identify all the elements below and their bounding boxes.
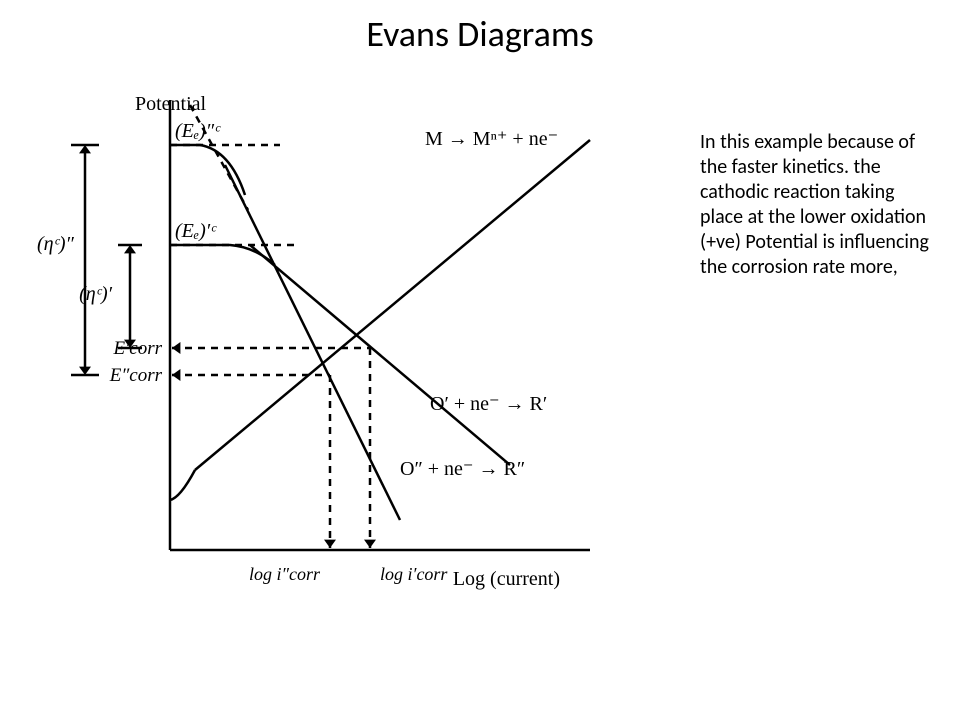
svg-text:O′ + ne⁻ → R′: O′ + ne⁻ → R′ bbox=[430, 393, 547, 415]
svg-text:log i′corr: log i′corr bbox=[380, 564, 448, 584]
evans-diagram: Potential Log (current) M → Mⁿ⁺ + ne⁻ O′ + … bbox=[30, 70, 670, 610]
svg-text:O″ + ne⁻ → R″: O″ + ne⁻ → R″ bbox=[400, 458, 525, 480]
svg-text:(ηᶜ)′: (ηᶜ)′ bbox=[79, 283, 112, 305]
page-title: Evans Diagrams bbox=[0, 12, 960, 56]
explanation-text: In this example because of the faster ki… bbox=[700, 130, 930, 280]
svg-text:(Eₑ)′ᶜ: (Eₑ)′ᶜ bbox=[175, 220, 217, 242]
svg-text:Log (current): Log (current) bbox=[453, 568, 560, 590]
svg-text:log i″corr: log i″corr bbox=[249, 564, 321, 584]
svg-text:M → Mⁿ⁺ + ne⁻: M → Mⁿ⁺ + ne⁻ bbox=[425, 128, 558, 150]
svg-text:E″corr: E″corr bbox=[109, 365, 163, 386]
svg-text:(Eₑ)″ᶜ: (Eₑ)″ᶜ bbox=[175, 120, 221, 142]
svg-text:Potential: Potential bbox=[135, 93, 207, 115]
svg-text:(ηᶜ)″: (ηᶜ)″ bbox=[37, 233, 74, 255]
